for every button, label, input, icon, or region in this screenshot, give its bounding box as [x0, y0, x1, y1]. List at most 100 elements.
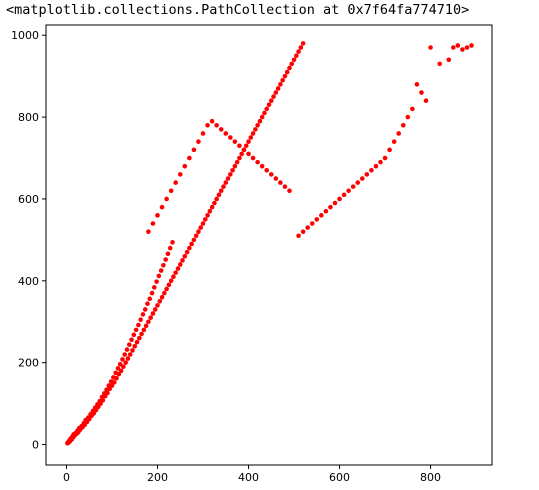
scatter-point — [132, 344, 138, 349]
scatter-point — [287, 65, 292, 71]
scatter-point — [139, 331, 144, 337]
scatter-point — [373, 163, 379, 169]
scatter-point — [170, 240, 175, 245]
scatter-point — [275, 86, 281, 91]
scatter-point — [257, 118, 263, 124]
x-axis-ticks: 0 200 400 600 800 — [63, 465, 441, 484]
scatter-point — [360, 176, 365, 181]
x-tick-label: 600 — [329, 471, 350, 484]
x-tick-label: 0 — [63, 471, 70, 484]
scatter-point — [187, 245, 192, 251]
axes-frame — [45, 24, 493, 466]
scatter-point — [191, 237, 197, 243]
scatter-point — [218, 127, 224, 132]
scatter-point — [146, 319, 151, 325]
scatter-point — [289, 61, 295, 67]
scatter-point — [145, 301, 150, 307]
cell-output-repr: <matplotlib.collections.PathCollection a… — [6, 2, 470, 18]
y-tick-label: 1000 — [11, 29, 39, 42]
scatter-point — [221, 184, 226, 189]
scatter-point — [346, 188, 351, 194]
scatter-point — [122, 352, 128, 357]
scatter-point — [164, 196, 169, 202]
scatter-point — [246, 139, 251, 144]
scatter-point — [268, 98, 274, 104]
scatter-point — [278, 180, 283, 185]
scatter-point — [332, 200, 338, 206]
scatter-point — [124, 347, 130, 352]
scatter-point — [209, 118, 215, 124]
scatter-point — [228, 135, 233, 140]
scatter-point — [218, 188, 224, 194]
scatter-point — [405, 114, 411, 120]
scatter-point — [111, 380, 117, 385]
scatter-point — [234, 159, 240, 165]
scatter-point — [134, 339, 140, 345]
scatter-point — [184, 249, 190, 255]
scatter-point — [117, 362, 123, 367]
scatter-point — [127, 352, 133, 357]
scatter-point — [323, 208, 329, 214]
scatter-point — [96, 404, 101, 410]
scatter-point — [180, 258, 185, 263]
scatter-point — [278, 82, 283, 87]
scatter-point — [114, 375, 119, 381]
scatter-point — [133, 327, 139, 333]
scatter-point — [205, 122, 210, 128]
scatter-point — [428, 45, 433, 50]
scatter-point — [400, 122, 406, 128]
scatter-point — [414, 82, 420, 87]
scatter-point — [168, 278, 174, 284]
scatter-point — [142, 307, 148, 312]
scatter-point — [282, 73, 288, 79]
scatter-point — [152, 307, 158, 312]
scatter-point — [107, 386, 113, 392]
scatter-point — [259, 114, 265, 120]
scatter-point — [93, 407, 99, 413]
scatter-point — [268, 172, 274, 177]
scatter-point — [230, 168, 235, 173]
scatter-point — [355, 180, 361, 185]
scatter-point — [387, 147, 392, 153]
scatter-point — [298, 45, 304, 50]
scatter-point — [300, 229, 306, 234]
scatter-point — [173, 180, 178, 185]
scatter-point — [287, 188, 292, 194]
scatter-point — [250, 155, 256, 161]
scatter-point — [155, 303, 160, 308]
y-tick-label: 0 — [32, 439, 39, 452]
scatter-point — [109, 383, 115, 388]
scatter-point — [225, 176, 231, 181]
scatter-point — [136, 322, 141, 328]
scatter-point — [446, 57, 452, 63]
scatter-point — [300, 41, 306, 46]
scatter-point — [214, 122, 219, 128]
scatter-point — [167, 245, 173, 251]
scatter-point — [193, 233, 199, 239]
scatter-point — [202, 217, 208, 222]
scatter-point — [282, 184, 288, 189]
scatter-point — [116, 371, 122, 377]
scatter-point — [232, 163, 238, 169]
scatter-point — [350, 184, 356, 189]
y-tick-label: 600 — [18, 193, 39, 206]
x-tick-label: 800 — [420, 471, 441, 484]
scatter-point — [314, 217, 320, 222]
scatter-point — [120, 357, 125, 362]
scatter-point — [189, 241, 194, 247]
scatter-point — [115, 366, 121, 371]
scatter-point — [239, 151, 244, 157]
scatter-point — [253, 127, 258, 132]
scatter-point — [138, 317, 143, 323]
scatter-point — [86, 416, 92, 422]
scatter-point — [255, 122, 260, 128]
scatter-point — [209, 204, 215, 210]
scatter-point — [158, 268, 164, 273]
scatter-point — [378, 159, 383, 165]
scatter-point — [200, 221, 206, 226]
scatter-point — [246, 151, 251, 157]
scatter-point — [123, 360, 128, 365]
scatter-point — [291, 57, 297, 63]
scatter-point — [264, 168, 270, 173]
scatter-point — [259, 163, 265, 169]
